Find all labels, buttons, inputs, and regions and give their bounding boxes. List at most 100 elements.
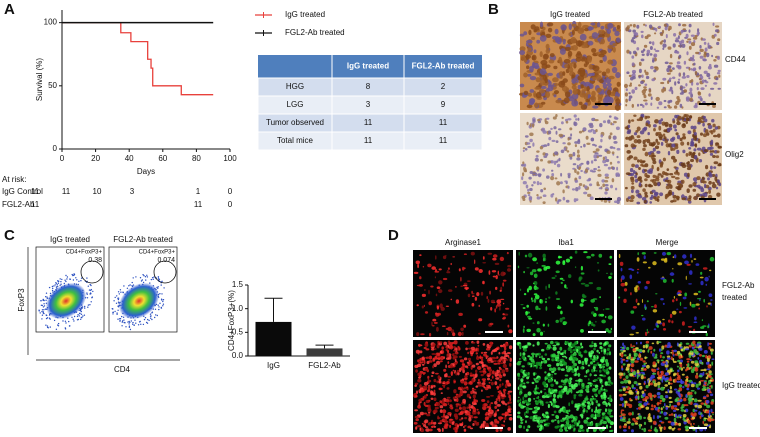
cell xyxy=(689,92,693,95)
cell xyxy=(612,43,617,46)
cell xyxy=(496,299,501,304)
cell xyxy=(588,378,590,380)
cell xyxy=(566,420,569,423)
cell xyxy=(502,359,505,362)
cell xyxy=(644,376,646,378)
cell xyxy=(574,169,577,173)
cell xyxy=(684,346,686,350)
cell xyxy=(523,73,528,78)
cell xyxy=(580,146,582,148)
cell xyxy=(687,361,690,363)
cell xyxy=(638,349,642,352)
cell xyxy=(446,381,450,384)
cell xyxy=(664,100,667,102)
cell xyxy=(580,84,583,88)
cell xyxy=(431,426,433,429)
cell xyxy=(458,332,462,336)
event xyxy=(163,304,164,305)
cell xyxy=(553,126,556,129)
cell xyxy=(714,34,717,37)
cell xyxy=(642,160,645,162)
cell xyxy=(591,254,595,257)
cell xyxy=(580,354,582,357)
cell xyxy=(523,150,525,153)
cell xyxy=(463,325,466,328)
cell xyxy=(625,137,627,140)
cell xyxy=(643,24,645,26)
cell xyxy=(711,362,713,366)
cell xyxy=(598,146,602,149)
cell xyxy=(585,99,589,102)
cell xyxy=(713,82,717,85)
cell xyxy=(571,420,574,423)
event xyxy=(122,292,123,293)
cell xyxy=(417,359,419,362)
cell xyxy=(622,347,625,349)
cell xyxy=(416,332,419,336)
table-cell: 8 xyxy=(366,82,371,91)
cell xyxy=(691,138,694,141)
event xyxy=(158,305,159,306)
cell xyxy=(417,379,421,383)
event xyxy=(132,282,133,283)
cell xyxy=(564,64,568,68)
cell xyxy=(637,135,641,138)
event xyxy=(132,324,133,325)
cell xyxy=(481,374,484,376)
event xyxy=(82,315,83,316)
cell xyxy=(496,386,500,388)
cell xyxy=(639,182,642,186)
cell xyxy=(503,280,507,282)
cell xyxy=(577,423,579,426)
cell xyxy=(668,190,672,194)
cell xyxy=(565,91,570,97)
cell xyxy=(657,320,662,323)
cell xyxy=(535,72,541,75)
cell xyxy=(638,396,640,400)
cell xyxy=(623,373,625,376)
cell xyxy=(541,102,545,105)
cell xyxy=(437,428,440,430)
event xyxy=(163,299,164,300)
cell xyxy=(428,378,430,380)
event xyxy=(88,286,89,287)
cell xyxy=(548,389,550,393)
cell xyxy=(681,30,683,34)
cell xyxy=(644,255,646,259)
cell xyxy=(695,405,698,408)
cell xyxy=(528,391,532,395)
cell xyxy=(691,390,695,392)
cell xyxy=(560,353,564,356)
cell xyxy=(553,66,557,69)
cell xyxy=(607,83,612,87)
cell xyxy=(621,411,623,415)
micrograph xyxy=(516,250,614,337)
cell xyxy=(524,359,527,361)
event xyxy=(89,304,90,305)
event xyxy=(116,295,117,296)
cell xyxy=(663,134,666,137)
x-axis-label: Days xyxy=(137,167,155,176)
cell xyxy=(669,89,673,91)
cell xyxy=(487,406,491,408)
event xyxy=(91,297,92,298)
cell xyxy=(625,99,628,103)
cell xyxy=(599,352,601,354)
event xyxy=(46,297,47,298)
cell xyxy=(563,362,566,365)
cell xyxy=(635,190,639,194)
cell xyxy=(689,115,692,118)
cell xyxy=(446,271,450,273)
cell xyxy=(635,347,639,349)
event xyxy=(133,277,134,278)
cell xyxy=(661,407,663,410)
cell xyxy=(610,185,613,189)
cell xyxy=(578,22,582,28)
cell xyxy=(566,87,569,91)
cell xyxy=(639,353,641,357)
cell xyxy=(619,254,621,258)
cell xyxy=(628,119,631,123)
event xyxy=(157,315,158,316)
cell xyxy=(428,406,431,410)
event xyxy=(113,300,114,301)
